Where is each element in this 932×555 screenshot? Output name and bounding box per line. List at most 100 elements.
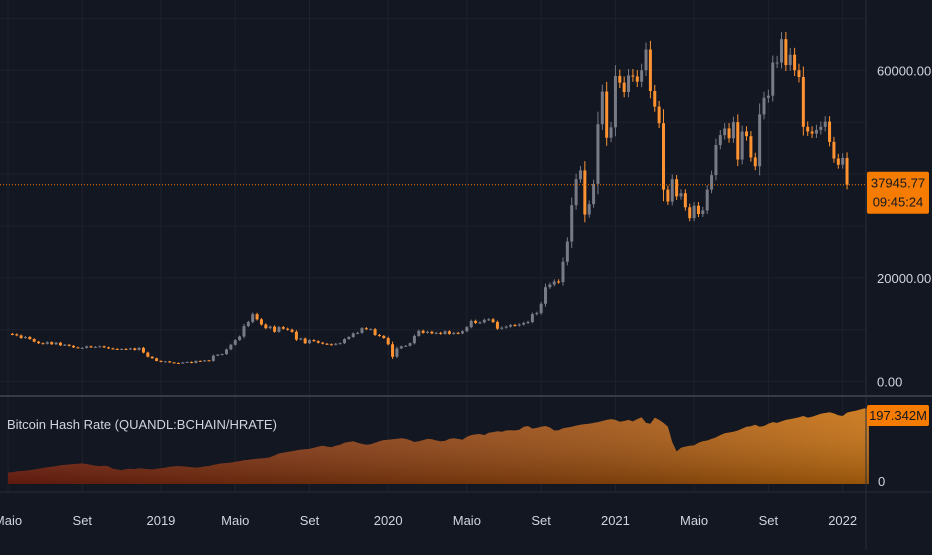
candle-body [176,362,180,364]
candle-body [377,334,381,336]
candle-body [714,144,718,176]
candle-body [85,346,89,348]
hash-axis-zero: 0 [878,474,885,489]
candle-body [683,193,687,208]
candle-body [356,332,360,334]
candle-body [408,343,412,346]
candle-body [736,122,740,160]
x-tick-label: Maio [453,513,481,528]
candle-body [557,281,561,283]
candle-body [465,327,469,332]
candle-body [600,91,604,125]
candle-body [723,128,727,136]
candle-body [137,347,141,350]
candle-body [845,157,849,185]
candle-body [447,331,451,334]
x-tick-label: Maio [0,513,22,528]
candle-body [832,141,836,159]
candle-body [98,346,102,348]
candle-body [111,348,115,350]
candle-body [334,343,338,345]
candle-body [495,321,499,329]
candle-body [80,347,84,349]
candle-body [10,333,14,335]
candle-body [150,356,154,359]
candle-body [107,347,111,349]
candle-body [710,175,714,190]
candle-body [268,326,272,329]
candle-body [277,327,281,332]
candle-body [185,361,189,363]
candle-body [242,326,246,337]
hash-rate-area [8,408,869,484]
candle-body [653,91,657,107]
candle-body [526,321,530,323]
candle-body [329,344,333,346]
candle-body [211,355,215,361]
candle-body [810,131,814,134]
y-tick-label: 0.00 [877,375,902,390]
candle-body [369,329,373,331]
candle-body [299,338,303,340]
candle-body [561,261,565,282]
candle-body [426,331,430,333]
candle-body [513,325,517,327]
candle-body [89,346,93,348]
candle-body [500,327,504,329]
last-price-label: 37945.77 09:45:24 [867,171,929,214]
candle-body [622,82,626,93]
candle-body [819,126,823,130]
candle-body [72,345,76,348]
candle-body [474,320,478,323]
candle-body [487,319,491,321]
candle-body [753,157,757,167]
candle-body [613,75,617,128]
candle-body [609,127,613,138]
countdown-text: 09:45:24 [873,195,924,210]
candle-body [670,179,674,202]
candle-body [316,341,320,343]
candle-body [395,348,399,357]
candle-body [373,329,377,335]
candle-body [806,126,810,132]
candle-body [631,75,635,77]
candle-body [788,54,792,66]
x-tick-label: Maio [680,513,708,528]
grid [0,0,866,492]
candle-body [404,345,408,347]
candle-body [578,170,582,180]
candle-body [294,331,298,340]
candle-body [836,158,840,165]
candle-body [797,70,801,78]
candle-body [58,342,62,346]
indicator-title[interactable]: Bitcoin Hash Rate (QUANDL:BCHAIN/HRATE) [7,417,277,432]
candle-body [522,322,526,325]
candle-body [259,319,263,325]
candle-body [688,207,692,219]
candle-body [587,204,591,215]
candle-body [574,179,578,206]
candle-body [758,114,762,167]
candle-body [124,348,128,350]
candle-body [583,170,587,215]
candle-body [828,121,832,142]
candle-body [640,70,644,82]
candle-body [172,362,176,364]
candle-body [216,354,220,356]
candle-body [552,281,556,285]
candle-body [412,335,416,344]
candle-body [482,319,486,323]
candle-body [133,348,137,350]
candle-body [229,344,233,350]
candle-body [281,327,285,329]
y-tick-label: 20000.00 [877,271,931,286]
candle-body [338,343,342,345]
candle-body [779,39,783,63]
candle-body [592,183,596,205]
candle-body [286,328,290,330]
candle-body [63,344,67,346]
candle-body [701,210,705,215]
x-tick-label: 2021 [601,513,630,528]
candle-body [399,346,403,349]
candle-body [793,54,797,71]
